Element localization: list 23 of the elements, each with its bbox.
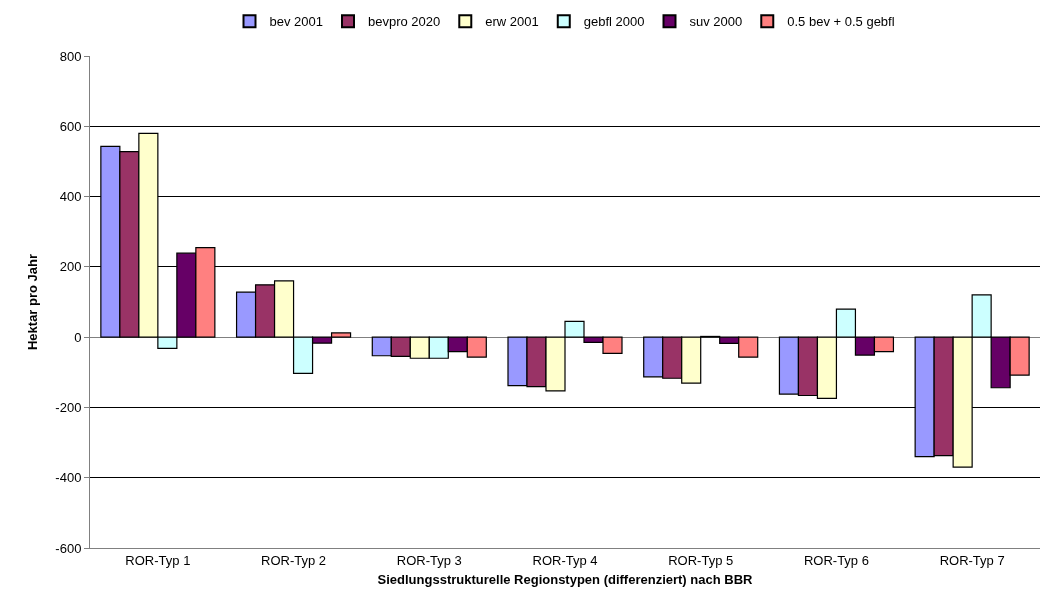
y-tick-label: 800 <box>59 48 82 64</box>
x-tick-label: ROR-Typ 1 <box>125 552 191 568</box>
y-tick-label: -600 <box>55 540 82 556</box>
x-tick-label: ROR-Typ 4 <box>532 552 598 568</box>
legend-label: bevpro 2020 <box>368 14 441 30</box>
y-axis-title: Hektar pro Jahr <box>25 253 41 351</box>
x-tick-label: ROR-Typ 2 <box>261 552 327 568</box>
x-tick-label: ROR-Typ 5 <box>668 552 734 568</box>
y-tick-label: 200 <box>59 259 82 275</box>
x-tick-label: ROR-Typ 3 <box>396 552 462 568</box>
y-tick-label: 0 <box>74 329 82 345</box>
legend-label: erw 2001 <box>485 14 539 30</box>
legend-label: suv 2000 <box>689 14 743 30</box>
x-axis-title: Siedlungsstrukturelle Regionstypen (differenziert) nach BBR <box>377 572 754 588</box>
legend-label: bev 2001 <box>269 14 323 30</box>
y-tick-label: 400 <box>59 189 82 205</box>
x-tick-label: ROR-Typ 6 <box>803 552 869 568</box>
x-tick-label: ROR-Typ 7 <box>939 552 1005 568</box>
y-tick-label: -200 <box>55 399 82 415</box>
y-tick-label: 600 <box>59 118 82 134</box>
legend-label: gebfl 2000 <box>583 14 645 30</box>
legend-label: 0.5 bev + 0.5 gebfl <box>787 14 895 30</box>
y-tick-label: -400 <box>55 470 82 486</box>
